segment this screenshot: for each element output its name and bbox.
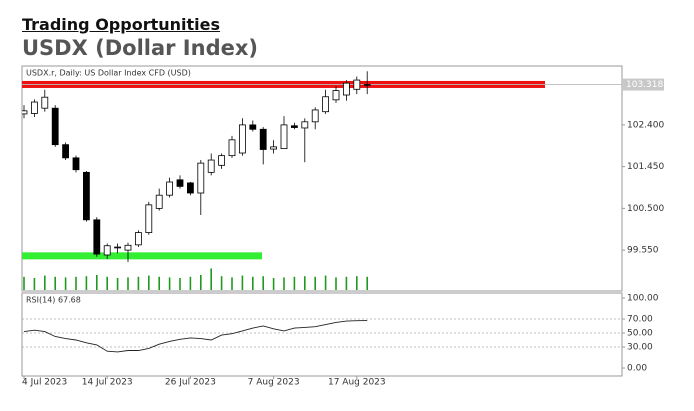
candle-body [72,157,80,171]
x-tick-label: 7 Aug 2023 [248,378,300,388]
x-tick-label: 14 Jul 2023 [82,378,133,388]
y-tick-label: 30.00 [627,343,653,353]
candle-body [363,84,371,86]
candle-body [259,128,267,150]
x-tick-label: 26 Jul 2023 [165,378,216,388]
candle-body [166,181,174,196]
price-plot [22,71,622,290]
x-tick-label: 17 Aug 2023 [328,378,386,388]
candle-body [114,246,121,249]
last-price-label: 103.318 [626,80,663,90]
candle-body [311,109,319,123]
candle-body [280,124,288,150]
candle-body [155,194,163,209]
chart-label: USDX.r, Daily: US Dollar Index CFD (USD) [26,69,191,78]
rsi-label: RSI(14) 67.68 [26,296,81,305]
candle-body [124,244,132,251]
rsi-panel [21,292,623,377]
candle-body [353,79,361,90]
candle-body [197,162,205,194]
y-tick-label: 102.400 [627,120,664,130]
candle-body [145,204,153,233]
y-tick-label: 50.00 [627,328,653,338]
kicker: Trading Opportunities [22,15,221,34]
rsi-line [23,320,368,353]
y-tick-label: 0.00 [627,364,647,374]
candle-body [249,124,257,130]
candle-body [62,144,69,159]
y-tick-label: 100.500 [627,204,664,214]
candle-body [238,124,246,154]
candle-body [332,90,340,101]
price-panel [21,65,623,292]
candle-body [207,159,215,173]
page-title: USDX (Dollar Index) [22,36,258,60]
candle-body [270,146,278,150]
y-tick-label: 101.450 [627,162,664,172]
candle-body [186,182,194,194]
candle-body [93,219,101,255]
x-tick-label: 4 Jul 2023 [22,378,67,388]
candle-body [342,82,350,96]
y-tick-label: 99.550 [627,246,659,256]
last-price-box [622,78,664,91]
level-line [22,252,262,260]
candle-body [228,139,236,157]
axes: USDX.r, Daily: US Dollar Index CFD (USD)… [22,69,664,388]
candle-body [218,155,226,166]
candle-body [322,96,330,113]
candle-body [83,171,90,221]
candle-body [22,110,28,115]
y-tick-label: 70.00 [627,314,653,324]
candle-body [134,232,142,246]
candle-body [103,245,111,256]
y-tick-label: 100.00 [627,293,659,303]
candle-body [41,96,49,109]
candle-body [301,121,309,129]
candle-body [30,101,38,114]
candle-body [290,125,298,128]
candle-body [176,179,184,187]
rsi-plot [22,318,622,353]
candle-body [51,107,59,146]
